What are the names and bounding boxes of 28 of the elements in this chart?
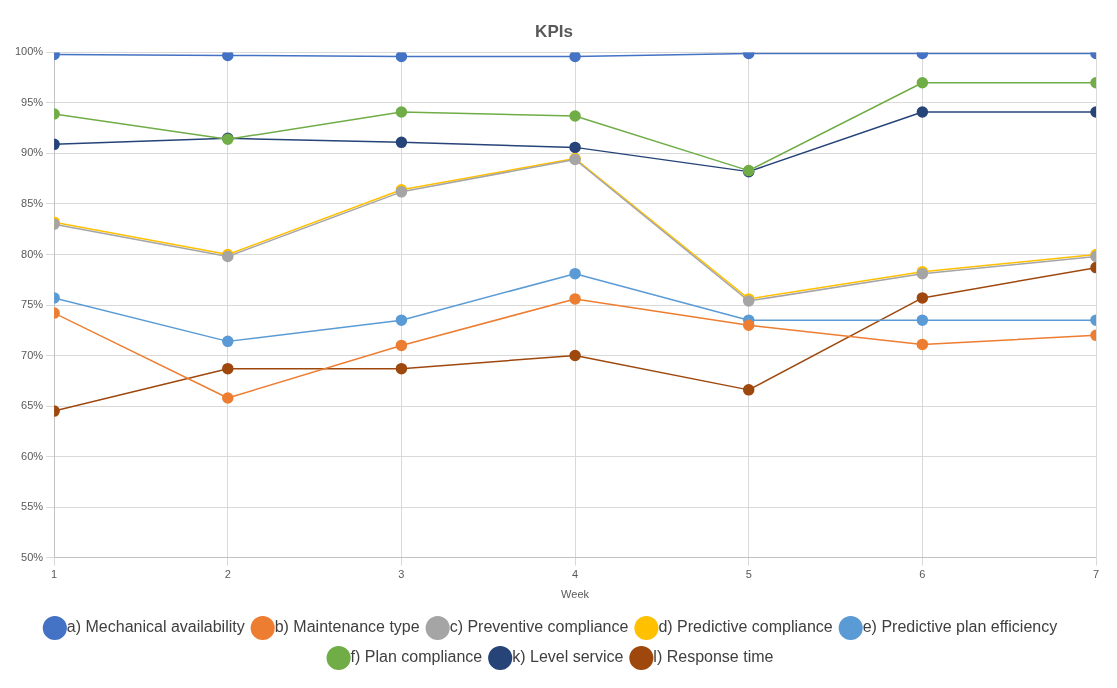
x-axis-title: Week bbox=[561, 588, 590, 601]
y-tick-label: 55% bbox=[21, 500, 44, 513]
legend-label: a) Mechanical availability bbox=[66, 618, 245, 636]
y-tick-label: 80% bbox=[21, 247, 44, 260]
legend-label: d) Predictive compliance bbox=[658, 618, 833, 636]
chart-title: KPIs bbox=[535, 21, 573, 41]
y-tick-label: 85% bbox=[21, 196, 44, 209]
legend-label: e) Predictive plan efficiency bbox=[862, 618, 1058, 636]
y-tick-label: 65% bbox=[21, 399, 44, 412]
legend-label: k) Level service bbox=[512, 648, 624, 666]
x-tick-label: 3 bbox=[398, 568, 405, 581]
legend-label: l) Response time bbox=[653, 648, 774, 666]
y-tick-label: 50% bbox=[21, 550, 44, 563]
legend-label: c) Preventive compliance bbox=[449, 618, 629, 636]
y-tick-label: 90% bbox=[21, 146, 44, 159]
y-tick-label: 75% bbox=[21, 298, 44, 311]
legend-label: f) Plan compliance bbox=[350, 648, 483, 666]
y-tick-label: 100% bbox=[14, 45, 44, 58]
y-tick-label: 70% bbox=[21, 348, 44, 361]
x-tick-label: 5 bbox=[745, 568, 752, 581]
y-tick-label: 60% bbox=[21, 449, 44, 462]
x-tick-label: 6 bbox=[919, 568, 926, 581]
x-tick-label: 7 bbox=[1092, 568, 1100, 581]
x-tick-label: 4 bbox=[572, 568, 579, 581]
legend-label: b) Maintenance type bbox=[274, 618, 420, 636]
y-tick-label: 95% bbox=[21, 95, 44, 108]
x-tick-label: 1 bbox=[51, 568, 58, 581]
x-tick-label: 2 bbox=[224, 568, 231, 581]
